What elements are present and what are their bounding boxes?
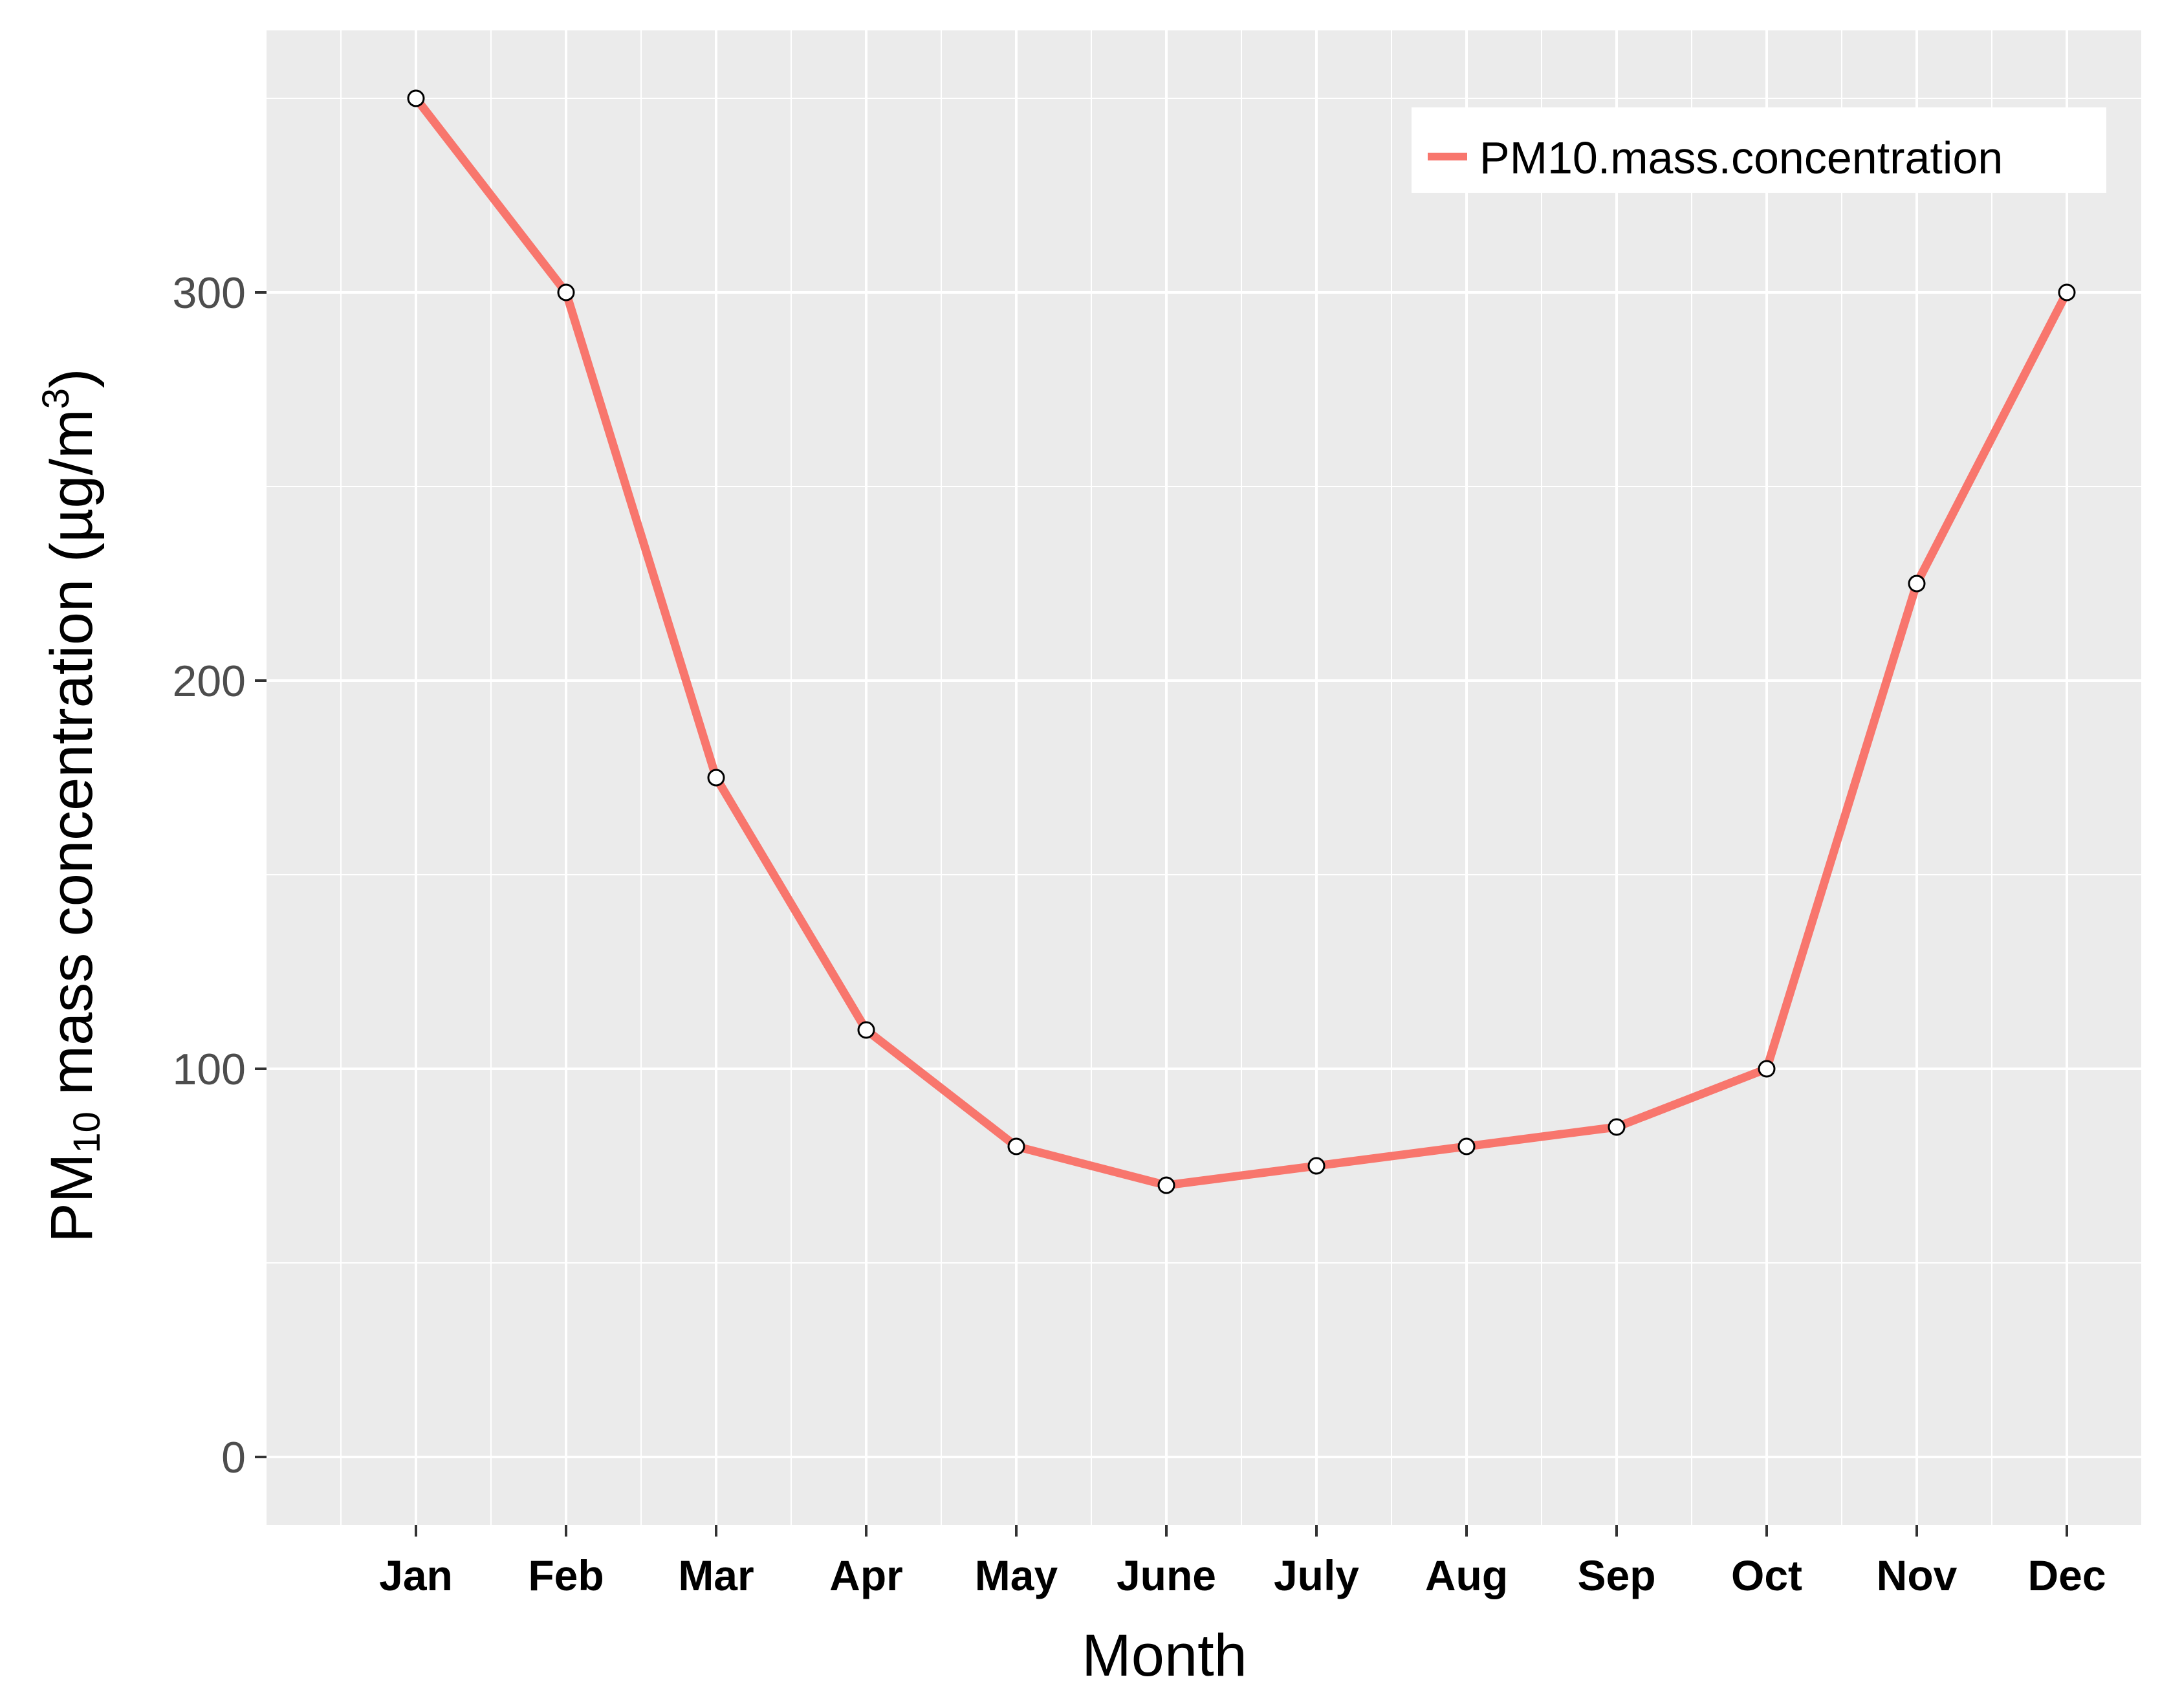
series-line xyxy=(411,94,2071,1190)
x-tick-label: Dec xyxy=(2027,1551,2106,1599)
major-grid-y xyxy=(267,291,2143,1458)
x-axis-ticks: Jan Feb Mar Apr May June July Aug Sep Oct Nov Dec xyxy=(379,1525,2106,1599)
x-tick-label: Oct xyxy=(1731,1551,1802,1599)
y-axis-title-suffix: ) xyxy=(39,368,105,388)
y-axis-title-prefix: PM xyxy=(39,1154,105,1243)
x-tick-label: July xyxy=(1274,1551,1359,1599)
y-axis-title: PM10 mass concentration (µg/m3) xyxy=(35,368,108,1242)
y-tick-label: 100 xyxy=(173,1045,246,1094)
data-point xyxy=(2058,283,2076,301)
x-tick-label: Aug xyxy=(1425,1551,1508,1599)
y-axis-ticks: 0 100 200 300 xyxy=(173,268,267,1482)
data-point xyxy=(1457,1137,1476,1155)
y-tick-label: 300 xyxy=(173,268,246,318)
x-tick-label: Mar xyxy=(678,1551,754,1599)
data-point xyxy=(1307,1157,1326,1175)
data-point xyxy=(1758,1060,1776,1078)
x-tick-label: Feb xyxy=(528,1551,604,1599)
x-tick-label: Apr xyxy=(829,1551,903,1599)
x-axis-title: Month xyxy=(1082,1623,1247,1689)
panel-background xyxy=(267,30,2143,1525)
series-layer xyxy=(411,94,2071,1190)
data-point xyxy=(707,769,725,787)
x-tick-label: May xyxy=(975,1551,1058,1599)
y-axis-title-subscript: 10 xyxy=(66,1111,108,1154)
legend-label: PM10.mass.concentration xyxy=(1479,133,2003,183)
data-point xyxy=(857,1021,875,1039)
data-point xyxy=(557,283,575,301)
data-point xyxy=(1908,575,1926,593)
minor-grid-x xyxy=(340,30,2143,1525)
x-tick-label: Nov xyxy=(1877,1551,1958,1599)
y-tick-label: 200 xyxy=(173,657,246,706)
minor-grid-y xyxy=(267,98,2143,1264)
x-tick-label: Jan xyxy=(379,1551,453,1599)
data-point xyxy=(1608,1118,1626,1136)
x-tick-label: June xyxy=(1117,1551,1216,1599)
x-tick-label: Sep xyxy=(1577,1551,1655,1599)
y-axis-title-middle: mass concentration (µg/m xyxy=(39,409,105,1111)
y-axis-title-superscript: 3 xyxy=(35,388,77,409)
points-layer xyxy=(407,89,2076,1194)
legend: PM10.mass.concentration xyxy=(1412,107,2106,193)
y-tick-label: 0 xyxy=(221,1433,246,1482)
data-point xyxy=(407,89,425,107)
data-point xyxy=(1007,1137,1025,1155)
legend-box xyxy=(1412,107,2106,193)
data-point xyxy=(1157,1176,1175,1194)
